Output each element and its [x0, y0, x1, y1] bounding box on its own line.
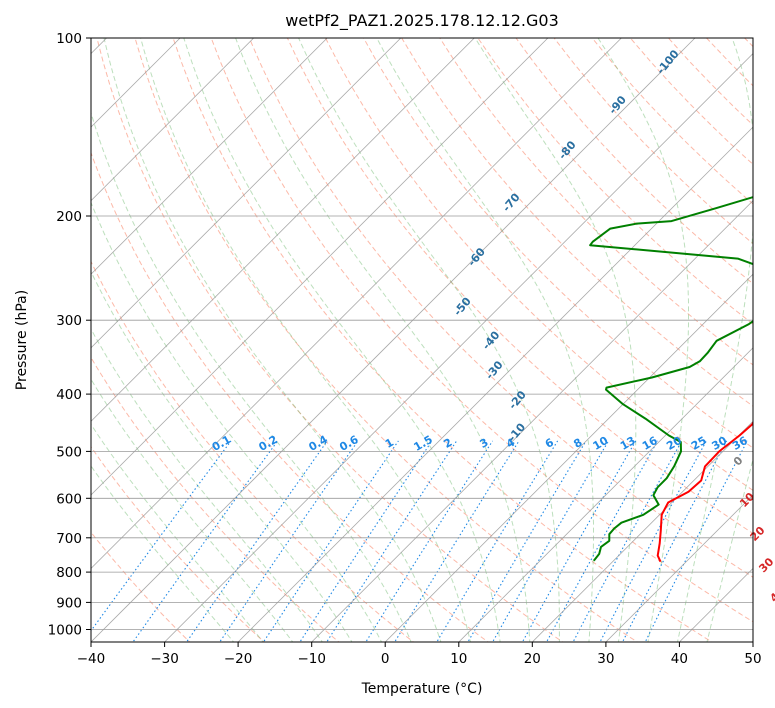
mixing-ratio-line — [394, 440, 520, 642]
y-tick-label: 800 — [56, 565, 82, 581]
dry-adiabat-line — [325, 38, 753, 491]
moist-adiabat-line — [91, 111, 412, 642]
x-tick-label: 0 — [381, 651, 390, 667]
y-tick-label: 700 — [56, 531, 82, 547]
moist-adiabat-line — [91, 423, 264, 642]
x-tick-label: −40 — [77, 651, 106, 667]
background-lines — [91, 38, 753, 642]
x-tick-label: 50 — [744, 651, 761, 667]
y-tick-label: 200 — [56, 209, 82, 225]
x-axis-label: Temperature (°C) — [361, 681, 483, 697]
plot-frame — [90, 37, 754, 643]
mixing-ratio-line — [545, 440, 659, 642]
y-tick-label: 900 — [56, 595, 82, 611]
isotherm-line — [91, 38, 402, 349]
mixing-ratio-line — [132, 440, 279, 642]
isotherm-line — [91, 38, 696, 642]
mixing-ratio-line — [599, 440, 707, 642]
x-tick-label: −10 — [297, 651, 326, 667]
isotherm-line — [311, 200, 753, 642]
mixing-ratio-line — [299, 440, 433, 642]
mixing-ratio-line — [262, 440, 399, 642]
isotherm-line — [91, 38, 328, 275]
x-tick-label: 20 — [524, 651, 541, 667]
mixing-ratio-line — [572, 440, 683, 642]
dry-adiabat-label: 30 — [756, 555, 775, 575]
y-tick-label: 1000 — [48, 623, 82, 639]
mixing-ratio-line — [436, 440, 559, 642]
dewpoint-line — [589, 196, 753, 562]
isotherm-line — [91, 38, 549, 496]
y-axis-label: Pressure (hPa) — [14, 290, 30, 390]
mixing-ratio-line — [491, 440, 610, 642]
dry-adiabat-line — [91, 356, 340, 642]
profile-lines — [589, 196, 753, 563]
chart-title: wetPf2_PAZ1.2025.178.12.12.G03 — [285, 11, 559, 31]
dry-adiabat-label: 40 — [767, 585, 775, 605]
isotherm-line — [164, 53, 753, 642]
isotherm-line — [91, 38, 622, 569]
isotherm-line — [532, 420, 753, 642]
isotherm-line — [458, 347, 753, 642]
y-tick-label: 600 — [56, 491, 82, 507]
y-tick-label: 400 — [56, 387, 82, 403]
mixing-ratio-line — [365, 440, 494, 642]
isotherm-line — [605, 494, 753, 642]
y-tick-label: 300 — [56, 313, 82, 329]
y-axis-ticks: 100 200 300 400 500 600 700 800 900 1000 — [48, 31, 91, 639]
isotherm-line — [91, 38, 254, 202]
x-tick-label: −30 — [150, 651, 179, 667]
moist-adiabat-line — [91, 465, 235, 642]
y-tick-label: 100 — [56, 31, 82, 47]
isotherm-line — [91, 38, 475, 422]
y-tick-label: 500 — [56, 444, 82, 460]
moist-adiabat-line — [91, 378, 294, 642]
x-tick-label: 10 — [450, 651, 467, 667]
moist-adiabat-line — [103, 38, 442, 642]
x-axis-ticks: −40 −30 −20 −10 0 10 20 30 40 50 — [77, 642, 762, 667]
x-tick-label: −20 — [224, 651, 253, 667]
dry-adiabat-line — [96, 38, 564, 642]
temperature-line — [656, 420, 753, 563]
x-tick-label: 30 — [597, 651, 614, 667]
isotherm-line — [237, 126, 753, 642]
isotherm-line — [384, 273, 753, 642]
dry-adiabat-line — [439, 38, 753, 366]
dry-adiabat-line — [91, 445, 265, 642]
dry-adiabat-line — [363, 38, 753, 449]
x-tick-label: 40 — [671, 651, 688, 667]
dry-adiabat-line — [477, 38, 753, 325]
mixing-ratio-line — [326, 440, 458, 642]
